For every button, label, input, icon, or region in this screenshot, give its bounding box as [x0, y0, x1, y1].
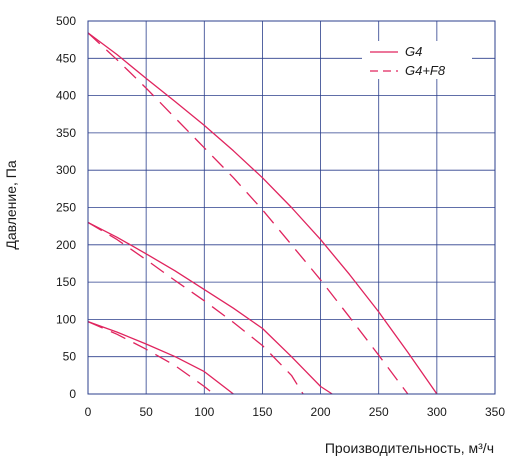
y-tick-labels: 0 50 100 150 200 250 300 350 400 450 500 — [56, 14, 76, 401]
x-tick-label: 0 — [85, 405, 92, 419]
legend-box — [362, 41, 472, 79]
x-tick-labels: 0 50 100 150 200 250 300 350 — [85, 405, 506, 419]
y-tick-label: 350 — [56, 126, 76, 140]
y-tick-label: 300 — [56, 163, 76, 177]
x-tick-label: 150 — [252, 405, 272, 419]
y-tick-label: 400 — [56, 89, 76, 103]
curve-g4-f8-2 — [87, 221, 304, 395]
y-tick-label: 200 — [56, 238, 76, 252]
x-tick-label: 200 — [311, 405, 331, 419]
x-tick-label: 250 — [369, 405, 389, 419]
curve-g4-3 — [87, 320, 234, 395]
y-tick-label: 0 — [69, 387, 76, 401]
y-tick-label: 100 — [56, 312, 76, 326]
y-tick-label: 150 — [56, 275, 76, 289]
x-tick-label: 350 — [485, 405, 505, 419]
legend-label-g4: G4 — [405, 44, 422, 59]
legend: G4 G4+F8 — [362, 41, 472, 79]
x-tick-label: 300 — [427, 405, 447, 419]
y-tick-label: 450 — [56, 51, 76, 65]
curve-g4-2 — [87, 221, 333, 395]
curve-g4-f8-3 — [87, 321, 215, 395]
x-tick-label: 50 — [139, 405, 153, 419]
y-tick-label: 500 — [56, 14, 76, 28]
plot-frame — [87, 20, 496, 395]
curve-g4-f8-1 — [87, 32, 409, 395]
curves — [87, 32, 438, 395]
y-tick-label: 250 — [56, 201, 76, 215]
legend-label-g4-f8: G4+F8 — [405, 63, 446, 78]
curve-g4-1 — [87, 32, 438, 395]
y-axis-label: Давление, Па — [3, 160, 19, 250]
y-tick-label: 50 — [63, 350, 77, 364]
x-axis-label: Производительность, м³/ч — [325, 440, 494, 456]
x-tick-label: 100 — [194, 405, 214, 419]
